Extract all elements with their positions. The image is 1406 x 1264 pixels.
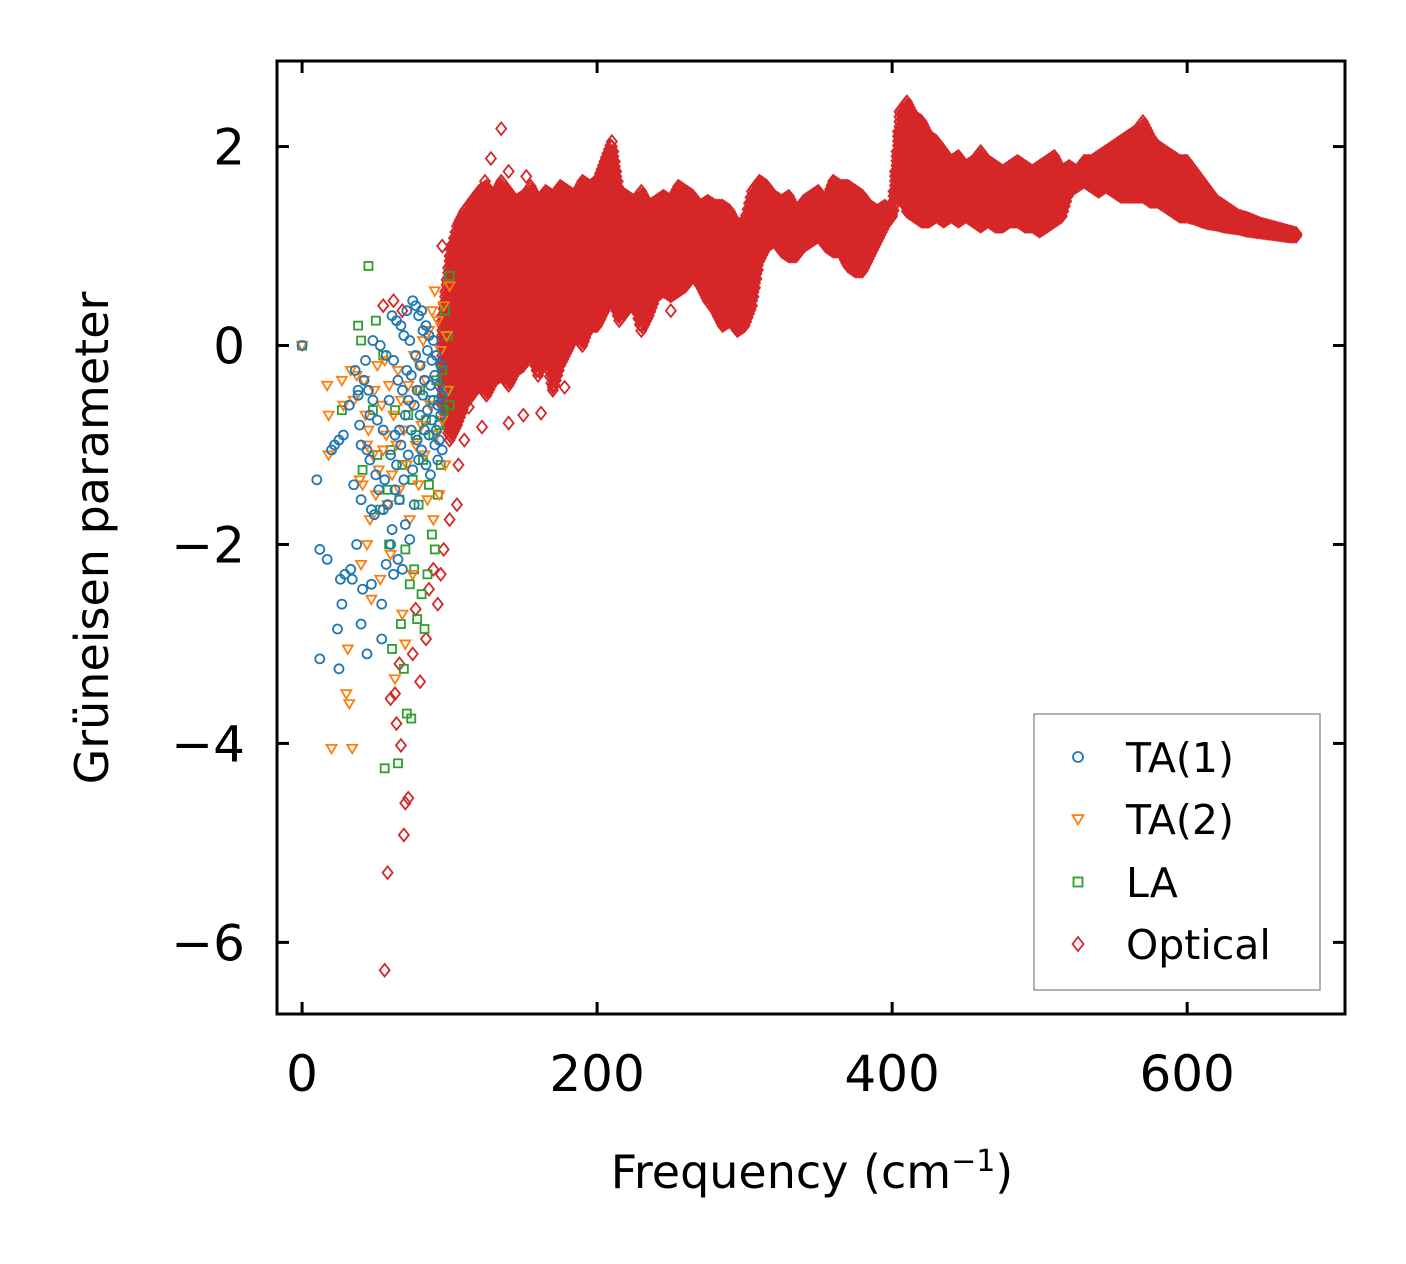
series-optical — [377, 94, 1303, 978]
plot-area — [295, 94, 1303, 978]
